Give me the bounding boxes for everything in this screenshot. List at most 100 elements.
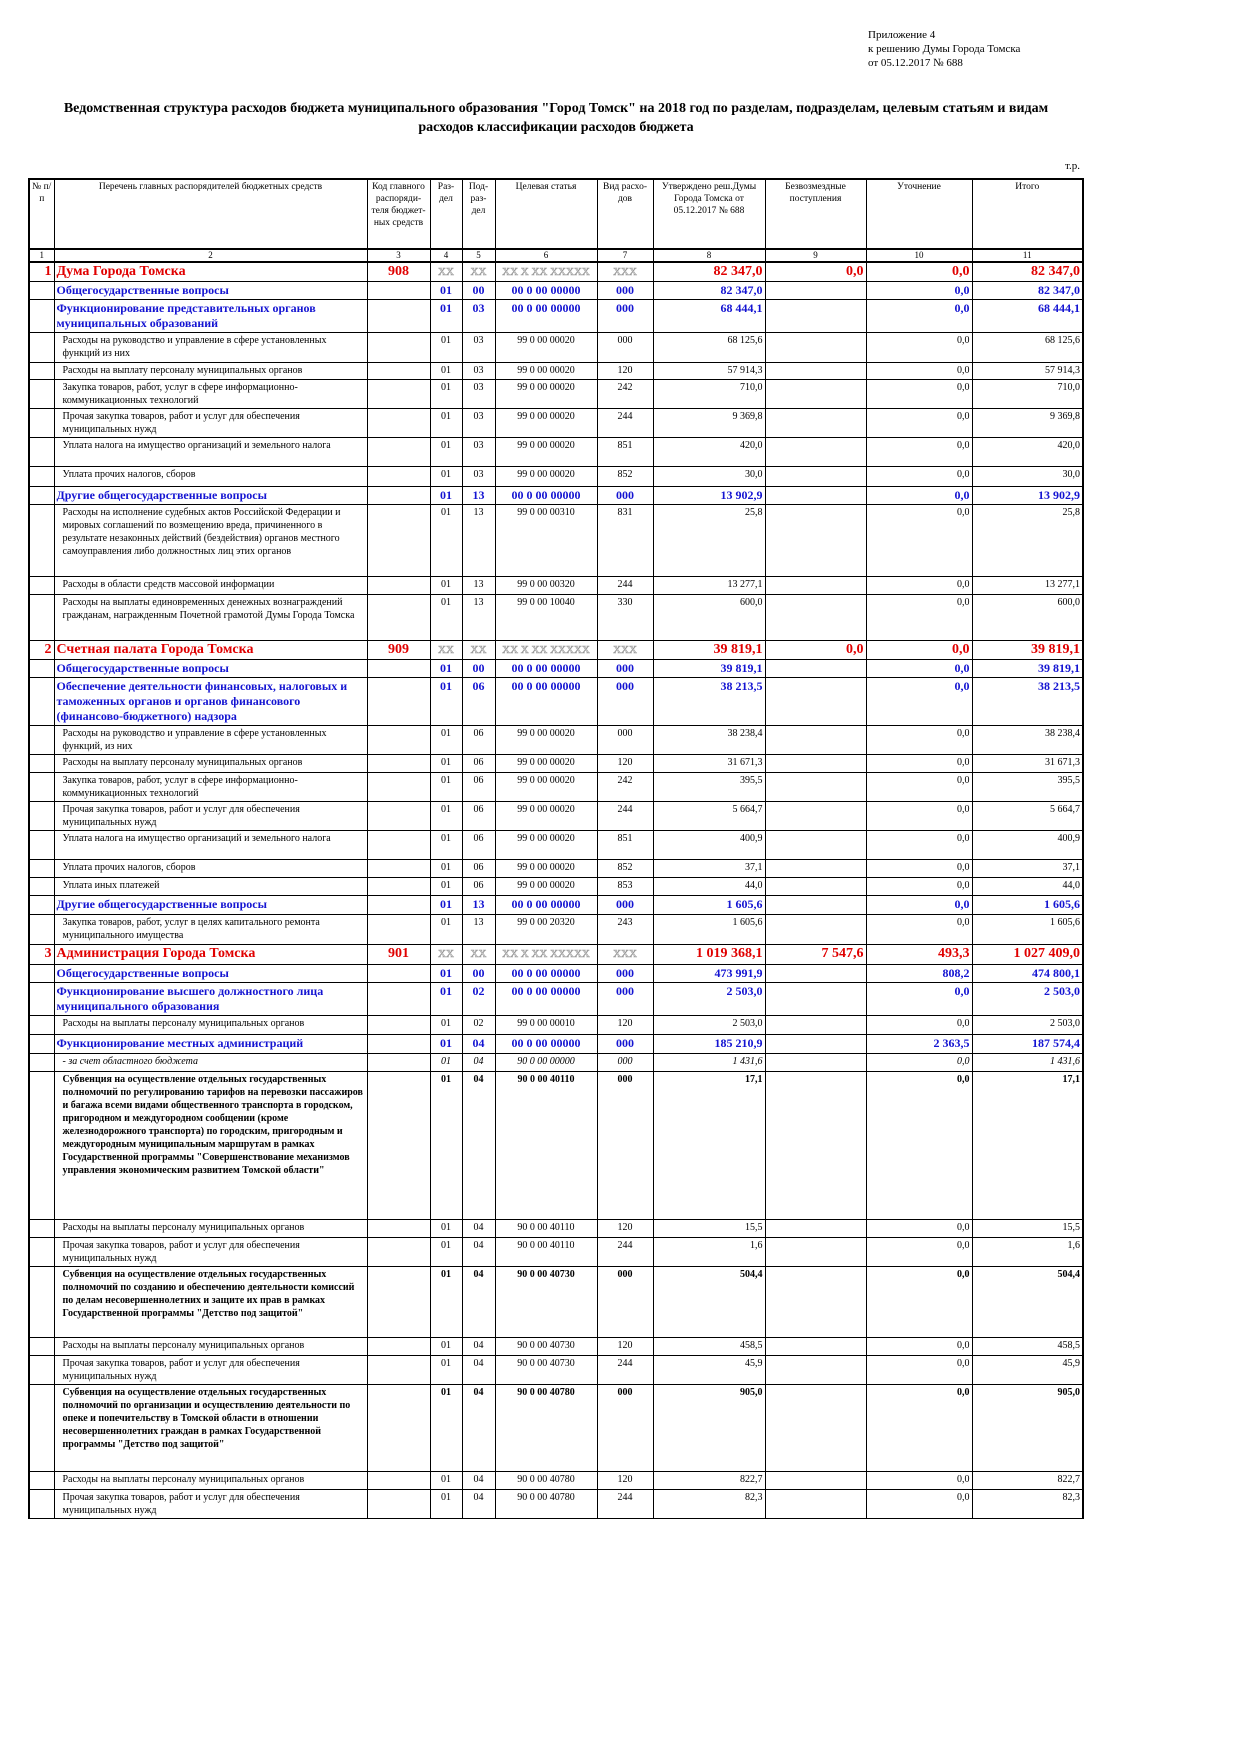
cell bbox=[28, 408, 55, 438]
table-row: Расходы в области средств массовой инфор… bbox=[28, 576, 1084, 595]
cell: 99 0 00 00020 bbox=[494, 379, 598, 409]
cell: 120 bbox=[596, 362, 654, 380]
cell bbox=[366, 859, 431, 878]
cell bbox=[366, 754, 431, 773]
cell bbox=[764, 659, 867, 678]
cell: 1,6 bbox=[971, 1237, 1084, 1267]
table-row: Расходы на выплату персоналу муниципальн… bbox=[28, 754, 1084, 773]
appendix-line: от 05.12.2017 № 688 bbox=[868, 57, 963, 69]
cell: Функционирование местных администраций bbox=[53, 1034, 368, 1054]
cell bbox=[764, 1384, 867, 1472]
cell: 2 503,0 bbox=[652, 1015, 766, 1035]
cell: 01 bbox=[429, 772, 463, 802]
cell: 03 bbox=[461, 466, 496, 487]
cell: 99 0 00 00020 bbox=[494, 772, 598, 802]
cell bbox=[28, 895, 55, 915]
title: Ведомственная структура расходов бюджета… bbox=[63, 101, 1049, 135]
cell bbox=[764, 1489, 867, 1519]
cell: 5 664,7 bbox=[971, 801, 1084, 831]
table-row: Расходы на выплаты персоналу муниципальн… bbox=[28, 1015, 1084, 1035]
cell: 01 bbox=[429, 964, 463, 983]
cell: 420,0 bbox=[652, 437, 766, 467]
cell bbox=[366, 362, 431, 380]
cell: Функционирование высшего должностного ли… bbox=[53, 982, 368, 1016]
cell: 000 bbox=[596, 725, 654, 755]
cell: 99 0 00 00020 bbox=[494, 859, 598, 878]
cell: 0,0 bbox=[764, 261, 867, 282]
cell bbox=[764, 982, 867, 1016]
cell: 0,0 bbox=[865, 1071, 973, 1220]
unit: т.р. bbox=[1065, 160, 1080, 172]
cell: Расходы на выплаты персоналу муниципальн… bbox=[53, 1471, 368, 1490]
cell: 38 238,4 bbox=[652, 725, 766, 755]
cell: 0,0 bbox=[865, 576, 973, 595]
cell: 06 bbox=[461, 677, 496, 726]
cell: 01 bbox=[429, 299, 463, 333]
cell: 851 bbox=[596, 437, 654, 467]
cell: 0,0 bbox=[865, 1384, 973, 1472]
cell: Расходы на руководство и управление в сф… bbox=[53, 332, 368, 363]
cell: 0,0 bbox=[865, 1053, 973, 1072]
cell: Прочая закупка товаров, работ и услуг дл… bbox=[53, 801, 368, 831]
cell: 2 503,0 bbox=[971, 1015, 1084, 1035]
cell: 82 347,0 bbox=[652, 281, 766, 300]
cell: Общегосударственные вопросы bbox=[53, 964, 368, 983]
table-row: Расходы на выплату персоналу муниципальн… bbox=[28, 362, 1084, 380]
cell: 37,1 bbox=[971, 859, 1084, 878]
cell: 000 bbox=[596, 1266, 654, 1338]
cell: ХХ Х ХХ ХХХХХ bbox=[494, 944, 598, 965]
cell: Расходы на выплату персоналу муниципальн… bbox=[53, 754, 368, 773]
cell bbox=[28, 594, 55, 641]
appendix-line: к решению Думы Города Томска bbox=[868, 43, 1021, 55]
appendix-line: Приложение 4 bbox=[868, 29, 936, 41]
cell: Расходы на исполнение судебных актов Рос… bbox=[53, 504, 368, 577]
cell: 905,0 bbox=[652, 1384, 766, 1472]
cell: 0,0 bbox=[865, 772, 973, 802]
cell bbox=[366, 1489, 431, 1519]
cell: 00 0 00 00000 bbox=[494, 982, 598, 1016]
cell: 01 bbox=[429, 281, 463, 300]
cell: 1 027 409,0 bbox=[971, 944, 1084, 965]
cell: 06 bbox=[461, 754, 496, 773]
cell: 44,0 bbox=[652, 877, 766, 896]
column-number: 3 bbox=[366, 248, 431, 263]
cell: 710,0 bbox=[652, 379, 766, 409]
cell: 185 210,9 bbox=[652, 1034, 766, 1054]
cell: 9 369,8 bbox=[971, 408, 1084, 438]
cell bbox=[366, 466, 431, 487]
column-header: Под-раз-дел bbox=[461, 178, 496, 250]
cell: 82,3 bbox=[971, 1489, 1084, 1519]
cell: Закупка товаров, работ, услуг в сфере ин… bbox=[53, 772, 368, 802]
cell: 99 0 00 00020 bbox=[494, 437, 598, 467]
cell: 57 914,3 bbox=[652, 362, 766, 380]
cell: 06 bbox=[461, 772, 496, 802]
cell: 02 bbox=[461, 982, 496, 1016]
cell: 99 0 00 00320 bbox=[494, 576, 598, 595]
cell: 39 819,1 bbox=[971, 659, 1084, 678]
cell: 04 bbox=[461, 1034, 496, 1054]
cell: 808,2 bbox=[865, 964, 973, 983]
cell: 01 bbox=[429, 1219, 463, 1238]
cell: 38 213,5 bbox=[652, 677, 766, 726]
cell bbox=[764, 379, 867, 409]
cell bbox=[28, 982, 55, 1016]
cell: 13 902,9 bbox=[971, 486, 1084, 505]
cell: 04 bbox=[461, 1355, 496, 1385]
cell: 000 bbox=[596, 1034, 654, 1054]
cell bbox=[28, 466, 55, 487]
table-row: Уплата налога на имущество организаций и… bbox=[28, 830, 1084, 860]
cell: 504,4 bbox=[971, 1266, 1084, 1338]
cell bbox=[764, 1071, 867, 1220]
table-row: Уплата прочих налогов, сборов 01 03 99 0 00… bbox=[28, 466, 1084, 487]
cell: 0,0 bbox=[865, 299, 973, 333]
cell: 90 0 00 40780 bbox=[494, 1384, 598, 1472]
cell: 01 bbox=[429, 659, 463, 678]
column-header: Итого bbox=[971, 178, 1084, 250]
column-number: 4 bbox=[429, 248, 463, 263]
cell: 99 0 00 00010 bbox=[494, 1015, 598, 1035]
cell: 000 bbox=[596, 1053, 654, 1072]
cell: 30,0 bbox=[652, 466, 766, 487]
cell: 13 277,1 bbox=[971, 576, 1084, 595]
cell: 04 bbox=[461, 1337, 496, 1356]
cell: Общегосударственные вопросы bbox=[53, 281, 368, 300]
